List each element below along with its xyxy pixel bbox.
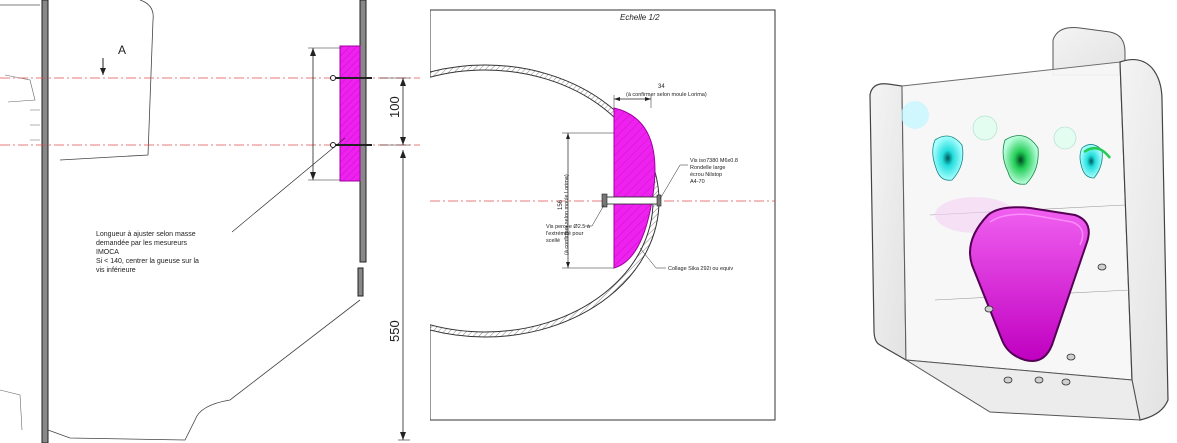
side-elevation-svg: 100 550 A Longueur à ajuster selon masse…	[0, 0, 420, 443]
ghost-part-cyan	[901, 101, 929, 129]
note-leader-line	[231, 137, 346, 233]
screw-spec-note: Vis iso7380 M6x0.8 Rondelle large écrou …	[690, 158, 739, 185]
dim-depth-label: 34	[658, 84, 665, 90]
dim-depth-note: (à confirmer selon moule Lorima)	[626, 92, 707, 98]
detail-section-svg: Echelle 1/2 34 (à confirmer selon moule …	[430, 9, 776, 421]
floor-plate	[905, 359, 1141, 421]
dim-spacing-label: 100	[387, 96, 402, 118]
left-wall	[869, 83, 907, 362]
render-3d-view	[840, 0, 1177, 443]
glue-note: Collage Sika 292i ou equiv	[668, 266, 733, 272]
right-wall	[1119, 58, 1169, 421]
screw-detail	[605, 196, 659, 205]
drilled-screw-note: Vis percée Ø2.5 à l'extrémité pour scell…	[546, 224, 591, 244]
scale-label: Echelle 1/2	[620, 13, 660, 22]
bolts-3d	[984, 263, 1107, 386]
detail-section-view: Echelle 1/2 34 (à confirmer selon moule …	[430, 0, 790, 443]
ballast-3d	[969, 206, 1090, 362]
keel-profile	[59, 0, 154, 161]
render-3d-svg	[869, 27, 1169, 421]
adjust-length-note: Longueur à ajuster selon masse demandée …	[96, 231, 201, 274]
fitting-cyan-1	[932, 135, 964, 181]
fitting-green-2	[1083, 146, 1111, 159]
dim-height-detail-note: (à confirmer selon moule Lorima)	[564, 174, 570, 255]
fitting-green-1	[1002, 135, 1039, 185]
side-elevation-view: 100 550 A Longueur à ajuster selon masse…	[0, 0, 420, 443]
section-marker: A	[118, 43, 126, 57]
dim-height-detail: 156	[558, 199, 564, 210]
bulkhead-wall	[359, 0, 367, 263]
dim-height-label: 550	[387, 320, 402, 342]
hull-bottom-profile	[47, 299, 361, 441]
bulkhead-wall-lower	[357, 267, 364, 297]
fitting-cyan-2	[1079, 144, 1103, 179]
hull-wall-left	[41, 0, 49, 443]
